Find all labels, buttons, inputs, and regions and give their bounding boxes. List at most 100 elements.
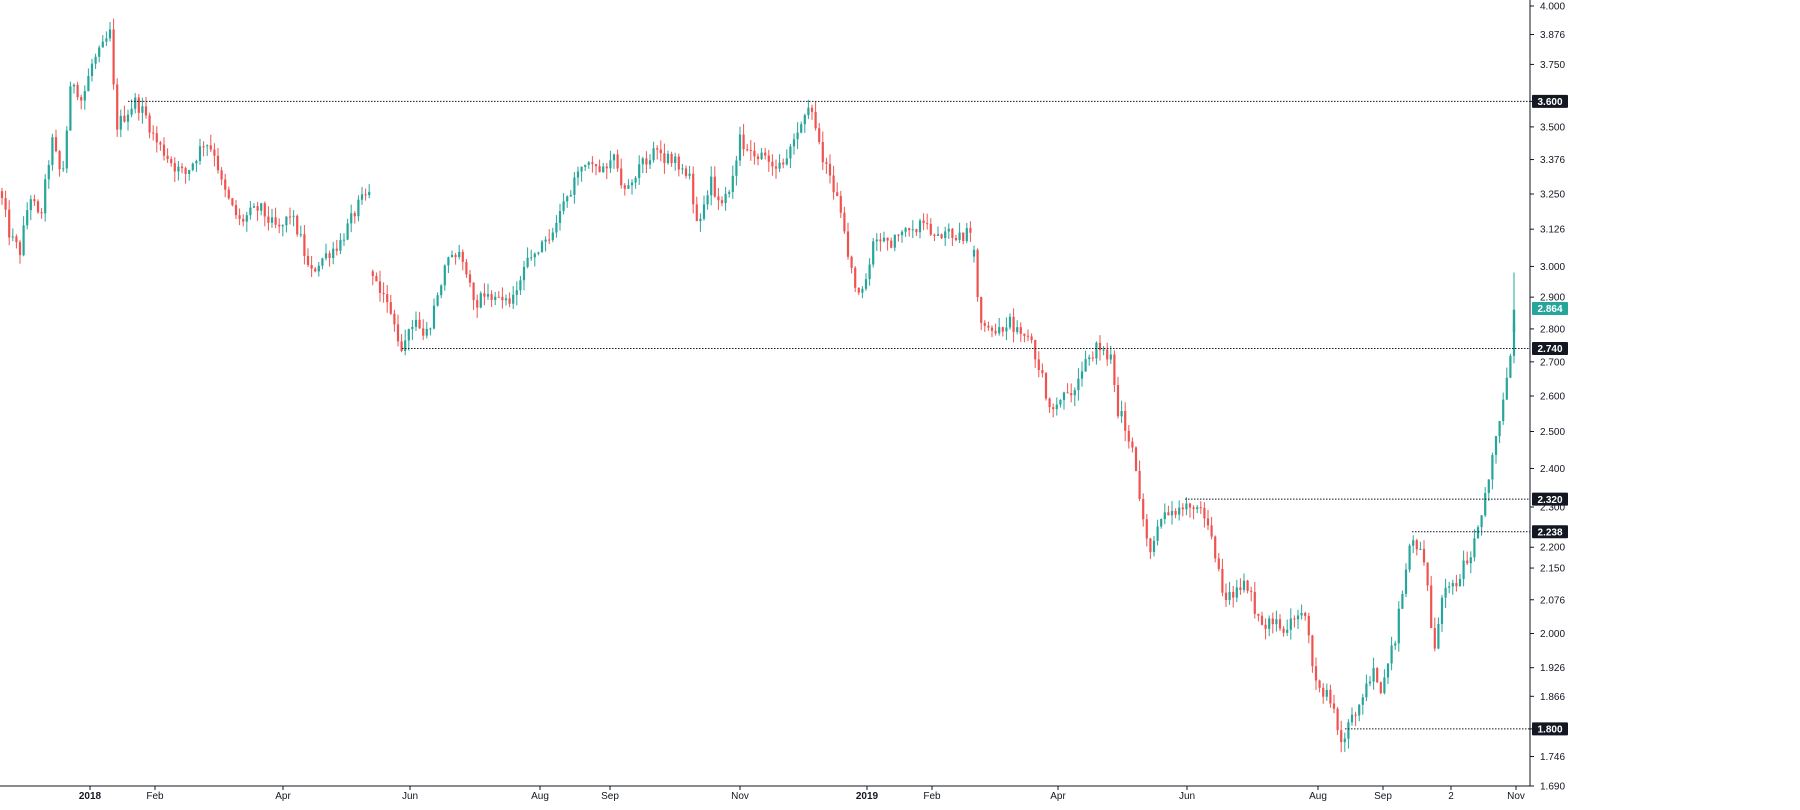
candle [926, 213, 929, 230]
candle [101, 35, 104, 48]
candle-body [555, 222, 558, 233]
candle-body [1023, 333, 1026, 336]
candle [652, 141, 655, 163]
candle [1347, 719, 1350, 749]
candle [598, 159, 601, 173]
candle [1232, 586, 1235, 608]
candle-body [832, 175, 835, 193]
candle [594, 163, 598, 176]
candle [756, 153, 760, 166]
candle-body [616, 154, 619, 169]
price-axis[interactable]: 4.000 3.876 3.750 3.600 3.500 3.376 3.250 3.126… [1529, 0, 1565, 793]
candle [1307, 612, 1310, 644]
candle-body [908, 228, 911, 231]
candle [933, 233, 936, 242]
candle-body [576, 171, 580, 178]
candle [1451, 579, 1454, 595]
candle-body [292, 215, 295, 217]
candle [872, 237, 875, 268]
candle [620, 158, 623, 189]
candle-body [742, 134, 745, 150]
candle [321, 257, 324, 270]
candle [854, 266, 857, 293]
candle-body [1257, 613, 1260, 616]
candle [800, 121, 803, 134]
candle-body [198, 146, 202, 162]
candle [882, 231, 886, 243]
candle [1404, 563, 1408, 598]
price-tick-label: 2.076 [1540, 595, 1565, 606]
candle [1401, 590, 1404, 610]
time-tick-label: Nov [731, 791, 749, 802]
candle [551, 227, 554, 243]
candle [44, 174, 47, 222]
candle-body [1228, 591, 1231, 601]
price-tick-label: 2.500 [1540, 427, 1565, 438]
candle [1448, 581, 1451, 594]
candle-body [378, 281, 382, 293]
candle [724, 186, 727, 211]
candle-body [1196, 507, 1199, 510]
candle [526, 247, 529, 269]
candle-body [155, 133, 158, 143]
candle-body [1512, 323, 1516, 356]
candle [850, 255, 853, 274]
level-tag-1.800-text: 1.800 [1537, 725, 1562, 736]
candle [76, 81, 79, 101]
candle [897, 234, 900, 242]
candle [569, 190, 572, 197]
candle-body [332, 248, 335, 259]
candle-body [1275, 619, 1278, 625]
candle [191, 162, 194, 172]
candle-body [1113, 354, 1116, 386]
candle [684, 165, 688, 179]
candle-body [940, 234, 943, 239]
time-axis[interactable]: 2018 Feb Apr Jun Aug Sep Nov 2019 Feb Apr Jun Aug Se… [0, 785, 1530, 802]
candle-body [22, 225, 25, 256]
candle-body [1242, 580, 1246, 590]
candle [274, 207, 277, 229]
candle-body [1077, 378, 1080, 391]
candle-body [1012, 316, 1015, 332]
candle [548, 229, 551, 245]
candle-body [1066, 392, 1069, 394]
candle [1437, 617, 1440, 650]
candle [184, 166, 187, 184]
candle-body [522, 266, 526, 281]
candle-body [512, 294, 515, 304]
candle [641, 156, 644, 174]
candle-body [126, 114, 130, 122]
candle-body [1044, 373, 1048, 399]
candle-body [1401, 593, 1404, 609]
candle-body [785, 158, 788, 165]
candle-body [803, 115, 806, 125]
candle [389, 294, 392, 316]
candle-body [789, 146, 792, 159]
candle [742, 123, 745, 157]
candle-body [263, 203, 266, 217]
candle [54, 129, 58, 153]
candle [483, 283, 486, 306]
candle-body [1030, 336, 1033, 341]
candle [558, 203, 562, 231]
candle [832, 165, 835, 200]
candle-body [821, 141, 824, 163]
candle-body [1322, 687, 1325, 697]
candle-body [562, 201, 565, 211]
candle-body [1289, 618, 1292, 630]
candle [983, 320, 986, 332]
candle-body [1088, 357, 1091, 360]
candle [688, 165, 691, 180]
candle-body [1426, 562, 1429, 586]
candle [209, 134, 212, 152]
candle-body [918, 220, 922, 233]
candle [1217, 552, 1220, 572]
candle [656, 145, 659, 160]
candle [242, 214, 245, 227]
candle [440, 284, 443, 299]
candle [1059, 399, 1062, 408]
candle-body [713, 176, 716, 197]
candle-body [353, 213, 356, 217]
price-tick-label: 4.000 [1540, 2, 1565, 13]
price-tick-label: 3.876 [1540, 30, 1565, 41]
